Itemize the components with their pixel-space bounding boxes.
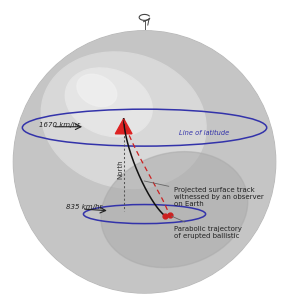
Text: Parabolic trajectory
of erupted ballistic: Parabolic trajectory of erupted ballisti… (172, 216, 242, 239)
Text: 835 km/hr: 835 km/hr (66, 204, 102, 210)
Text: Projected surface track
witnessed by an observer
on Earth: Projected surface track witnessed by an … (144, 181, 264, 207)
Ellipse shape (77, 74, 117, 106)
Text: Line of latitude: Line of latitude (179, 130, 229, 136)
Text: 1670 km/hr: 1670 km/hr (39, 122, 80, 128)
Ellipse shape (101, 152, 248, 268)
Circle shape (13, 31, 276, 293)
Ellipse shape (65, 68, 152, 137)
Text: North: North (118, 160, 124, 179)
Circle shape (13, 31, 276, 293)
Ellipse shape (41, 52, 206, 188)
Polygon shape (115, 119, 132, 134)
